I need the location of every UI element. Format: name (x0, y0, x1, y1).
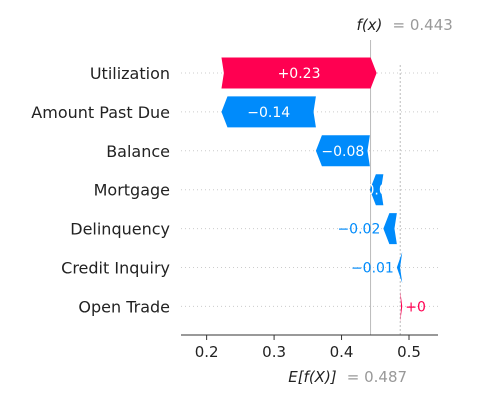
x-tick-label: 0.3 (262, 343, 286, 361)
output-value-label: f(x) = 0.443 (357, 15, 453, 34)
x-tick-label: 0.5 (397, 343, 421, 361)
value-label: −0.02 (337, 222, 380, 238)
feature-label: Mortgage (94, 181, 170, 200)
bar-credit-inquiry (396, 252, 403, 283)
feature-label: Amount Past Due (31, 103, 170, 122)
base-value-label: E[f(X)] = 0.487 (288, 367, 407, 386)
base-value-text: = 0.487 (347, 368, 407, 386)
value-label: −0.08 (321, 144, 364, 160)
output-value-text: = 0.443 (393, 16, 453, 34)
bar-open-trade (400, 290, 403, 322)
output-value-name: f(x) (357, 16, 383, 34)
value-label: −0.01 (351, 261, 394, 277)
value-label: 0.0 (365, 183, 387, 199)
bar-amount-past-due (221, 96, 316, 128)
feature-labels: Utilization Amount Past Due Balance Mortgag… (31, 64, 170, 316)
bar-mortgage (369, 174, 384, 206)
x-tick-label: 0.2 (195, 343, 219, 361)
bar-balance (315, 135, 370, 167)
reference-lines (370, 40, 401, 335)
value-label: +0.23 (278, 66, 321, 82)
x-tick-label: 0.4 (330, 343, 354, 361)
x-axis: 0.2 0.3 0.4 0.5 (181, 334, 438, 361)
bars: +0.23 −0.14 −0.08 0.0 −0.02 −0.01 +0 (221, 57, 426, 322)
feature-label: Utilization (90, 64, 170, 83)
bar-delinquency (383, 213, 397, 245)
value-label: −0.14 (247, 105, 290, 121)
feature-label: Delinquency (70, 220, 170, 239)
feature-label: Open Trade (78, 297, 170, 316)
feature-label: Credit Inquiry (61, 259, 170, 278)
value-label: +0 (405, 299, 426, 315)
feature-label: Balance (106, 142, 170, 161)
base-value-name: E[f(X)] (288, 368, 337, 386)
bar-utilization (221, 57, 377, 89)
